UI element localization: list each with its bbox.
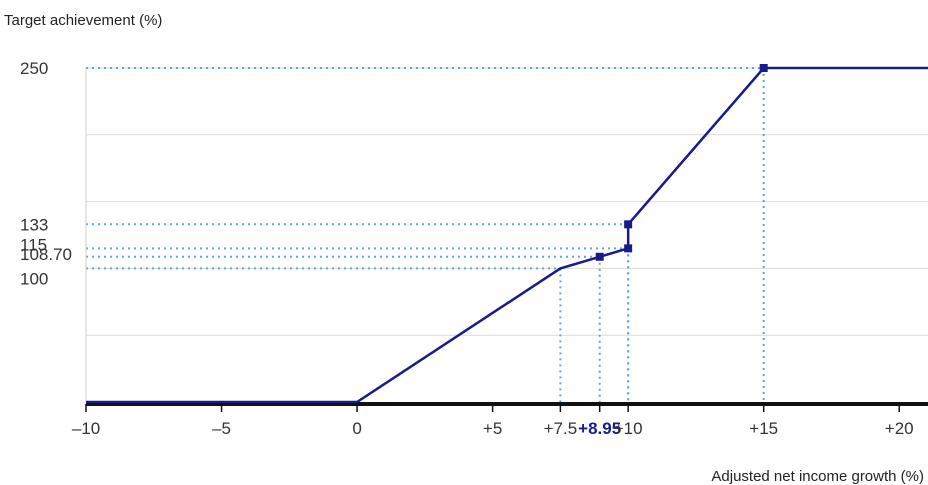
gridlines — [86, 67, 928, 336]
x-tick-label: –5 — [212, 419, 231, 438]
x-tick-label: +20 — [885, 419, 914, 438]
x-tick-label: 0 — [352, 419, 361, 438]
x-tick-label: +10 — [614, 419, 643, 438]
y-tick-label: 108.70 — [20, 245, 72, 264]
data-point — [595, 252, 604, 261]
guide-lines — [86, 67, 765, 402]
x-tick-label: +8.95 — [578, 419, 621, 438]
y-tick-label: 133 — [20, 215, 48, 234]
data-point — [759, 64, 768, 72]
y-tick-label: 250 — [20, 59, 48, 78]
series-line — [86, 66, 928, 404]
data-point — [624, 244, 633, 253]
x-tick-label: +5 — [483, 419, 502, 438]
y-tick-label: 115 — [20, 235, 47, 254]
data-point — [624, 220, 633, 229]
x-tick-label: +15 — [749, 419, 778, 438]
x-axis-title: Adjusted net income growth (%) — [711, 468, 924, 485]
axes — [85, 68, 928, 412]
tick-labels: –10 –5 0 +5 +7.5 +8.95+10 +15 +20 250 133115108.7… — [20, 59, 914, 438]
x-tick-label: –10 — [72, 419, 100, 438]
x-tick-label: +7.5 — [544, 419, 578, 438]
y-axis-title: Target achievement (%) — [4, 12, 162, 29]
series — [86, 64, 928, 404]
y-tick-label: 100 — [20, 269, 48, 288]
